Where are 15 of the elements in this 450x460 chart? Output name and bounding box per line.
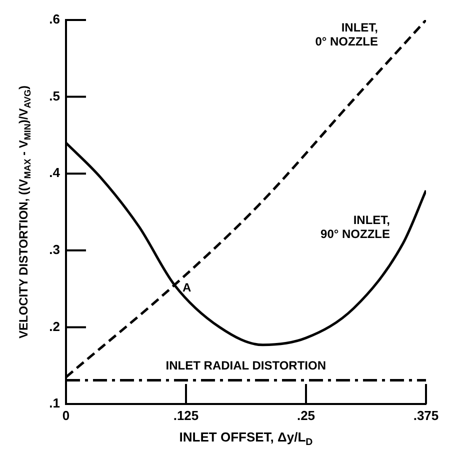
- y-tick-label: .1: [49, 396, 60, 411]
- y-tick-label: .6: [49, 12, 60, 27]
- x-tick-label: .375: [413, 408, 439, 424]
- series-label: INLET, 0° NOZZLE: [315, 20, 378, 48]
- series-label: INLET, 90° NOZZLE: [320, 212, 390, 241]
- x-tick-label: 0: [62, 408, 70, 424]
- y-tick-label: .3: [49, 242, 60, 257]
- x-tick-label: .125: [173, 408, 199, 424]
- y-tick-label: .5: [49, 88, 60, 104]
- y-tick-label: .2: [49, 318, 60, 334]
- y-tick-label: .4: [49, 165, 61, 180]
- ref-line-label: INLET RADIAL DISTORTION: [166, 358, 326, 373]
- annotation: A: [182, 280, 192, 294]
- x-tick-label: .25: [296, 408, 316, 424]
- y-axis-title: VELOCITY DISTORTION, ((VMAX - VMIN)/VAVG): [16, 85, 33, 339]
